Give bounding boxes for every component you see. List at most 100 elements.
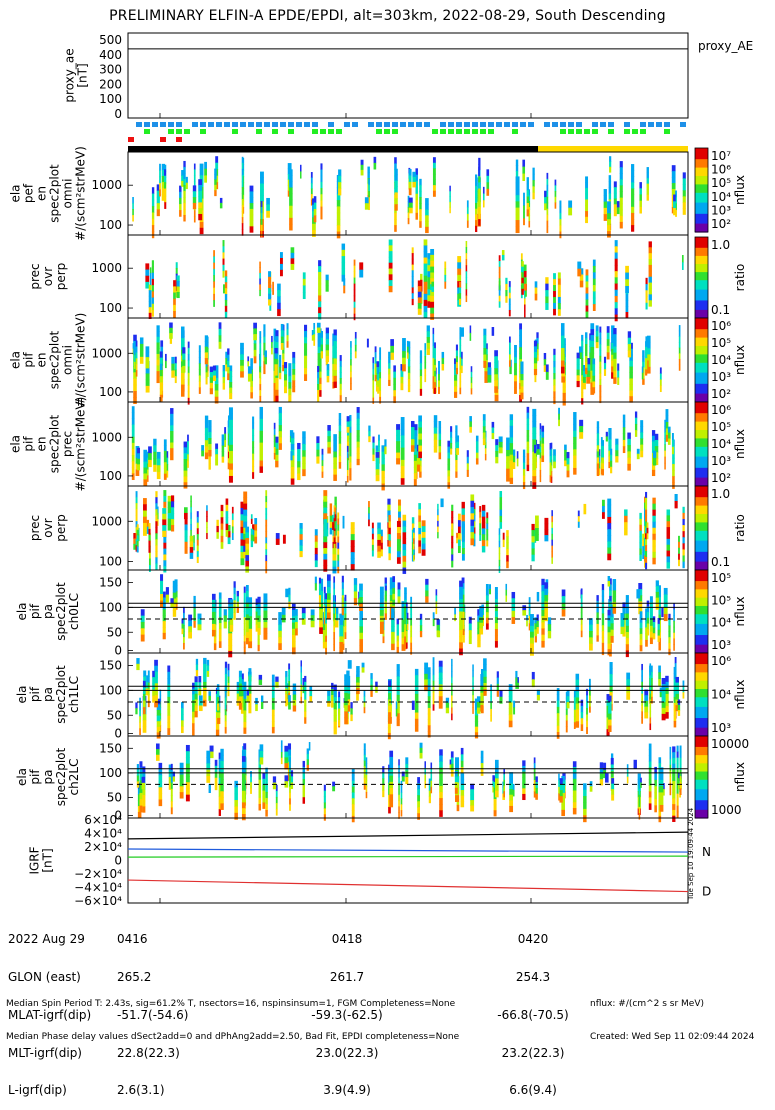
epde-omni-panel-cell	[483, 200, 485, 207]
pa-ch1lc-panel-cell	[300, 660, 302, 667]
epdi-prec-panel-cell	[601, 440, 604, 446]
pa-ch0lc-panel-cell	[173, 581, 176, 587]
pa-ch0lc-panel-cell	[219, 623, 222, 630]
epdi-ratio-panel-cell	[323, 542, 327, 548]
pa-ch0lc-panel-cell	[219, 617, 222, 624]
status-bar-0	[576, 122, 582, 127]
epdi-omni-panel-cell	[577, 381, 580, 387]
epdi-ratio-panel-cell	[388, 534, 390, 541]
epdi-prec-panel-cell	[184, 482, 188, 488]
epde-ratio-panel-cell	[152, 285, 154, 292]
epde-ratio-panel-cell	[149, 290, 152, 296]
epdi-prec-panel-cell	[187, 454, 189, 461]
epdi-prec-panel-cell	[564, 450, 567, 456]
epdi-ratio-panel-cell	[243, 516, 247, 523]
pa-ch0lc-panel-cell	[589, 625, 593, 632]
epde-ratio-panel-cell	[649, 283, 652, 289]
epdi-omni-panel-cell	[607, 346, 610, 353]
epdi-prec-panel-cell	[132, 473, 135, 480]
epdi-omni-panel-cell	[454, 375, 457, 381]
epdi-ratio-panel-cell	[398, 506, 401, 513]
epdi-ratio-panel-cell	[190, 553, 194, 559]
epdi-prec-panel-cell	[357, 453, 360, 459]
pa-ch1lc-panel-cell	[586, 721, 588, 728]
epdi-prec-panel-cell	[339, 431, 341, 438]
epdi-omni-panel-cell	[292, 352, 295, 358]
epdi-ratio-panel-cell	[470, 532, 474, 539]
pa-ch0lc-panel-cell	[295, 628, 298, 635]
epde-omni-panel-ytick: 100	[99, 218, 122, 232]
pa-ch1lc-panel-cell	[248, 706, 251, 713]
epdi-omni-panel-cell	[534, 352, 537, 358]
epde-omni-panel-cell	[419, 179, 421, 186]
epdi-prec-panel-cell	[439, 446, 442, 453]
epdi-omni-panel-cell	[494, 380, 498, 387]
pa-ch1lc-panel-cell	[195, 705, 198, 711]
epdi-ratio-panel-cell	[506, 555, 509, 562]
epdi-omni-panel-cell	[420, 350, 422, 357]
pa-ch1lc-panel-cell	[143, 720, 147, 727]
pa-ch1lc-panel-cell	[288, 675, 290, 681]
pa-ch0lc-panel-cell	[609, 590, 612, 596]
epdi-omni-panel-cell	[433, 346, 435, 353]
pa-ch1lc-panel-cell	[348, 660, 352, 669]
epdi-omni-panel-cell	[604, 369, 606, 376]
epdi-ratio-panel-cell	[531, 536, 534, 543]
epdi-prec-panel-cell	[635, 430, 637, 437]
epdi-ratio-panel-cell	[254, 518, 257, 525]
status-bar-0	[288, 122, 294, 127]
epdi-prec-panel-cell	[333, 446, 337, 452]
epdi-ratio-panel-cell	[418, 534, 421, 541]
epdi-ratio-panel-cell	[675, 501, 678, 508]
pa-ch0lc-panel-cell	[673, 621, 675, 627]
epde-omni-panel-colorbar-label: nflux	[733, 175, 747, 205]
epde-omni-panel-cell	[478, 207, 480, 214]
epde-omni-panel-cell	[614, 210, 617, 216]
pa-ch1lc-panel-cell	[248, 668, 251, 675]
status-bar-1	[312, 129, 318, 134]
epdi-ratio-panel-cell	[171, 519, 174, 525]
epdi-omni-panel-cell	[599, 373, 601, 379]
epdi-ratio-panel-cell	[578, 511, 580, 517]
epdi-prec-panel-cell	[339, 450, 341, 457]
epde-omni-panel-cell	[261, 231, 263, 237]
pa-ch0lc-panel-cell	[469, 637, 472, 644]
epdi-omni-panel-cell	[304, 362, 307, 369]
epdi-ratio-panel-cell	[330, 522, 332, 529]
epdi-ratio-panel-cell	[372, 550, 374, 556]
pa-ch0lc-panel-cell	[459, 636, 463, 643]
epdi-ratio-panel-cell	[682, 525, 684, 532]
epde-ratio-panel-cell	[223, 240, 225, 247]
pa-ch1lc-panel-cell	[285, 694, 287, 700]
epdi-prec-panel-cell	[523, 476, 525, 483]
epdi-omni-panel-cell	[188, 379, 190, 386]
epdi-ratio-panel-cell	[397, 521, 401, 528]
epdi-omni-panel-cell	[420, 389, 422, 396]
epdi-ratio-panel-cell	[647, 522, 649, 528]
pa-ch1lc-panel-cell	[658, 679, 661, 686]
epdi-prec-panel-cell	[349, 421, 351, 427]
epdi-omni-panel-cell	[388, 363, 390, 369]
pa-ch0lc-panel-cell	[469, 623, 472, 630]
status-bar-0	[216, 122, 222, 127]
epdi-ratio-panel-cell	[185, 542, 188, 548]
epde-omni-panel-cell	[516, 208, 520, 215]
epdi-prec-panel-cell	[381, 484, 384, 491]
pa-ch0lc-panel-cell	[327, 587, 331, 594]
pa-ch0lc-panel-cell	[246, 626, 249, 632]
epdi-omni-panel-cell	[326, 333, 329, 339]
pa-ch0lc-panel-cell	[602, 613, 604, 619]
epde-omni-panel-cell	[467, 207, 469, 214]
pa-ch1lc-panel-cell	[665, 676, 669, 683]
epdi-prec-panel-cell	[349, 415, 351, 421]
pa-ch1lc-panel-cell	[428, 667, 431, 673]
epdi-prec-panel-cell	[579, 420, 583, 427]
epdi-prec-panel-cell	[483, 432, 486, 439]
pa-ch0lc-panel-cell	[495, 629, 498, 636]
pa-ch1lc-panel-cell	[641, 694, 643, 700]
epdi-ratio-panel-cell	[136, 515, 138, 522]
epdi-prec-panel-cell	[517, 451, 519, 459]
status-bar-0	[544, 122, 550, 127]
epdi-ratio-panel-cell	[335, 507, 337, 514]
epde-ratio-panel-cell	[509, 298, 511, 304]
